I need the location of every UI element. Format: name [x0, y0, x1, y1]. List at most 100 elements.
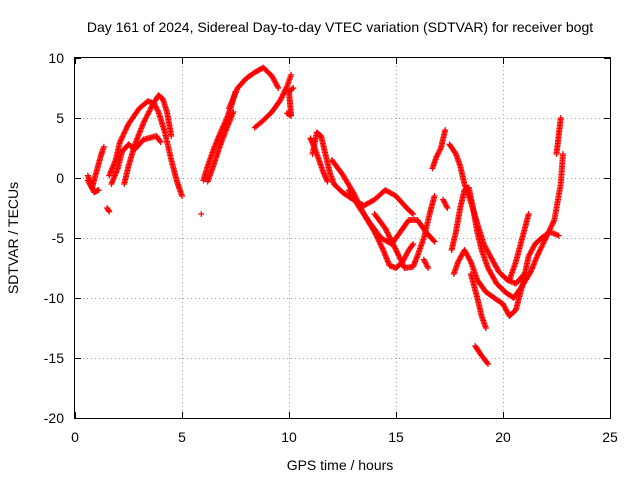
data-point: [392, 245, 399, 252]
data-point: [555, 232, 562, 239]
data-point: [320, 169, 327, 175]
y-tick-label: 0: [56, 170, 64, 186]
data-point: [277, 97, 284, 103]
x-tick-label: 0: [71, 429, 79, 445]
data-point: [431, 238, 438, 245]
data-point: [122, 126, 129, 133]
data-point: [550, 218, 557, 225]
data-point: [410, 211, 417, 217]
data-point: [118, 136, 125, 143]
data-point: [389, 240, 396, 247]
data-point: [274, 83, 281, 90]
data-point: [95, 187, 102, 193]
data-point: [399, 260, 406, 267]
data-point: [282, 86, 289, 93]
data-point: [410, 241, 417, 247]
data-point: [157, 139, 164, 145]
data-point: [322, 174, 329, 181]
data-series: [553, 115, 564, 157]
y-tick-label: 10: [48, 50, 64, 66]
data-points: [84, 64, 566, 367]
data-point: [289, 85, 296, 92]
data-point: [385, 232, 392, 239]
data-point: [534, 253, 541, 259]
data-series: [226, 64, 282, 112]
data-point: [120, 130, 127, 137]
grid-lines: [75, 58, 610, 418]
data-point: [105, 207, 112, 214]
data-point: [538, 243, 545, 250]
data-series: [450, 229, 562, 319]
y-tick-label: 5: [56, 110, 64, 126]
data-point: [386, 233, 393, 240]
data-point: [539, 241, 546, 248]
data-point: [442, 127, 449, 133]
data-point: [536, 247, 543, 254]
data-point: [279, 93, 286, 100]
data-point: [122, 127, 129, 134]
data-series: [104, 205, 113, 215]
data-point: [540, 239, 547, 246]
data-point: [383, 228, 390, 235]
data-point: [395, 252, 402, 259]
data-point: [396, 253, 403, 260]
data-point: [382, 226, 389, 233]
data-series: [283, 85, 297, 119]
data-point: [377, 241, 384, 248]
y-tick-label: -10: [44, 290, 64, 306]
data-series: [467, 271, 489, 331]
data-point: [409, 242, 416, 249]
data-point: [106, 208, 113, 215]
data-point: [324, 178, 331, 185]
x-tick-label: 10: [281, 429, 297, 445]
data-point: [119, 133, 126, 140]
data-point: [378, 244, 385, 251]
x-tick-label: 25: [602, 429, 618, 445]
data-point: [290, 85, 297, 91]
data-point: [548, 222, 555, 229]
data-point: [120, 132, 127, 139]
data-point: [549, 221, 556, 228]
data-point: [384, 229, 391, 236]
data-point: [121, 129, 128, 136]
data-point: [397, 256, 404, 263]
data-point: [278, 95, 285, 102]
data-point: [379, 245, 386, 252]
axis-ticks: [75, 58, 611, 419]
data-point: [288, 71, 295, 78]
data-point: [376, 238, 383, 245]
data-point: [280, 91, 287, 98]
data-point: [557, 115, 564, 121]
y-tick-labels: 10 5 0 -5 -10 -15 -20: [44, 50, 64, 426]
data-series: [204, 109, 237, 185]
x-tick-labels: 0 5 10 15 20 25: [71, 429, 618, 445]
data-point: [430, 237, 437, 244]
data-point: [278, 94, 285, 101]
data-point: [537, 246, 544, 253]
y-tick-label: -15: [44, 350, 64, 366]
data-point: [323, 175, 330, 182]
data-series: [472, 343, 492, 367]
data-point: [386, 234, 393, 241]
y-tick-label: -5: [52, 230, 65, 246]
data-point: [179, 193, 185, 199]
data-point: [398, 259, 405, 266]
data-point: [384, 230, 391, 237]
plot-frame: [74, 57, 611, 419]
data-point: [391, 244, 398, 251]
data-point: [536, 248, 543, 255]
data-point: [281, 87, 288, 94]
data-series: [440, 196, 451, 211]
data-point: [230, 109, 237, 115]
data-point: [394, 251, 401, 258]
data-point: [535, 250, 542, 257]
data-point: [198, 211, 205, 217]
data-point: [322, 173, 329, 180]
data-point: [168, 133, 175, 139]
data-point: [307, 135, 314, 142]
data-point: [538, 244, 545, 251]
data-series: [121, 92, 175, 187]
data-point: [467, 257, 474, 264]
x-axis-label: GPS time / hours: [287, 457, 394, 473]
data-point: [283, 85, 290, 92]
